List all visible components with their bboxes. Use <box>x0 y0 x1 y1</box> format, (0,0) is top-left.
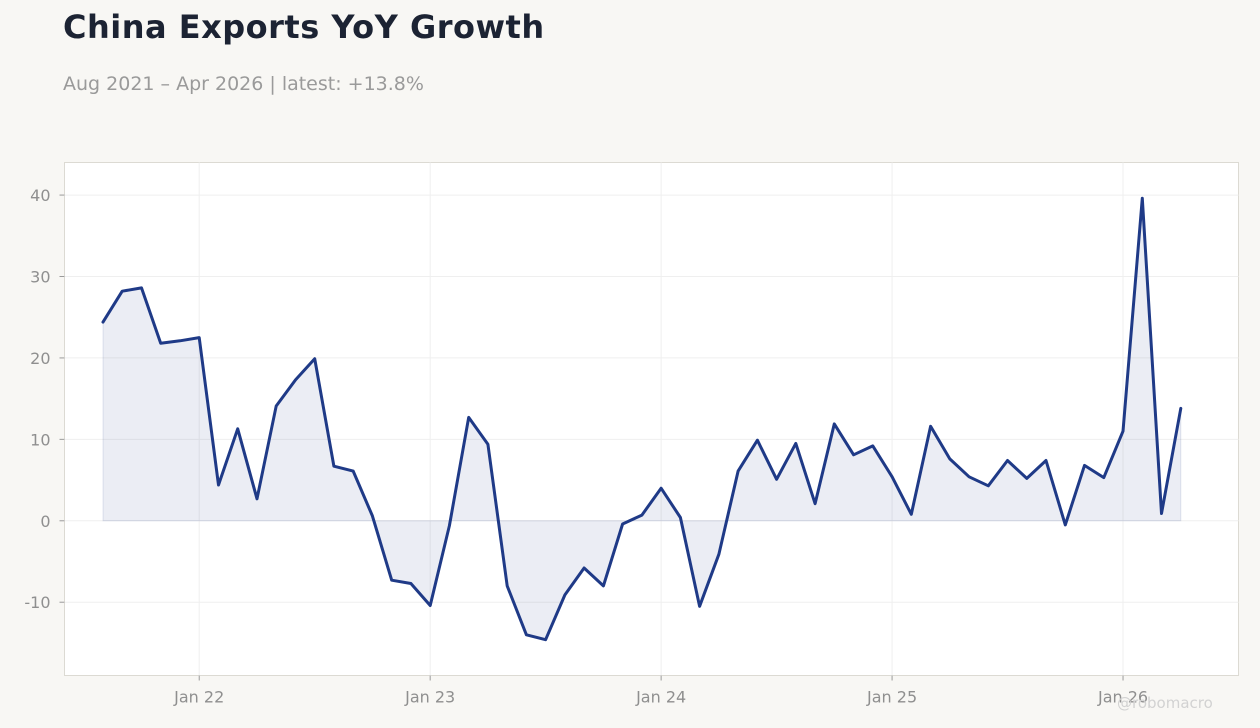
data-point <box>429 604 432 607</box>
watermark: @robomacro <box>1117 694 1213 712</box>
data-point <box>409 582 412 585</box>
data-point <box>660 487 663 490</box>
data-point <box>717 553 720 556</box>
data-point <box>313 357 316 360</box>
data-point <box>910 513 913 516</box>
data-point <box>467 416 470 419</box>
data-point <box>525 633 528 636</box>
chart-subtitle: Aug 2021 – Apr 2026 | latest: +13.8% <box>63 73 424 95</box>
data-point <box>814 502 817 505</box>
data-point <box>1160 512 1163 515</box>
data-point <box>583 567 586 570</box>
data-point <box>217 484 220 487</box>
data-point <box>140 286 143 289</box>
data-point <box>929 425 932 428</box>
x-axis-labels: Jan 22 Jan 23 Jan 24 Jan 25 Jan 26 <box>173 688 1148 707</box>
data-point <box>486 443 489 446</box>
y-tick-label: 0 <box>40 512 50 531</box>
data-point <box>448 524 451 527</box>
data-point <box>775 478 778 481</box>
data-point <box>256 497 259 500</box>
data-point <box>1006 459 1009 462</box>
data-point <box>871 444 874 447</box>
data-point <box>640 514 643 517</box>
data-point <box>1122 430 1125 433</box>
data-point <box>390 579 393 582</box>
data-point <box>544 638 547 641</box>
data-point <box>987 484 990 487</box>
data-point <box>1083 464 1086 467</box>
data-point <box>121 290 124 293</box>
y-tick-label: 20 <box>30 349 50 368</box>
data-point <box>332 465 335 468</box>
data-point <box>198 336 201 339</box>
data-point <box>1179 407 1182 410</box>
data-point <box>891 475 894 478</box>
data-point <box>1025 477 1028 480</box>
data-point <box>506 584 509 587</box>
data-point <box>794 442 797 445</box>
line-layer <box>101 196 1183 642</box>
data-point <box>833 422 836 425</box>
data-point <box>1045 459 1048 462</box>
data-point <box>602 584 605 587</box>
y-tick-label: -10 <box>24 593 50 612</box>
x-tick-label: Jan 22 <box>173 688 224 707</box>
plot-area <box>64 162 1239 676</box>
data-point <box>968 475 971 478</box>
x-tick-label: Jan 23 <box>404 688 455 707</box>
y-tick-label: 40 <box>30 186 50 205</box>
data-point <box>102 321 105 324</box>
data-point <box>756 439 759 442</box>
data-point <box>179 339 182 342</box>
data-point <box>294 378 297 381</box>
data-point <box>563 593 566 596</box>
data-point <box>159 342 162 345</box>
data-point <box>698 605 701 608</box>
data-point <box>679 516 682 519</box>
data-point <box>852 453 855 456</box>
y-tick-label: 30 <box>30 268 50 287</box>
x-tick-label: Jan 24 <box>635 688 686 707</box>
chart-title: China Exports YoY Growth <box>63 8 545 46</box>
y-axis-labels: -10 0 10 20 30 40 <box>24 186 50 612</box>
data-point <box>737 470 740 473</box>
data-point <box>1102 476 1105 479</box>
x-tick-label: Jan 25 <box>866 688 917 707</box>
data-point <box>371 514 374 517</box>
data-point <box>275 405 278 408</box>
data-point <box>948 457 951 460</box>
y-tick-label: 10 <box>30 430 50 449</box>
data-point <box>621 523 624 526</box>
data-point <box>352 470 355 473</box>
data-point <box>1141 197 1144 200</box>
gridlines <box>59 162 1239 681</box>
x-tick-label: Jan 26 <box>1097 688 1148 707</box>
data-point <box>236 427 239 430</box>
series-line <box>101 196 1183 642</box>
data-point <box>1064 523 1067 526</box>
